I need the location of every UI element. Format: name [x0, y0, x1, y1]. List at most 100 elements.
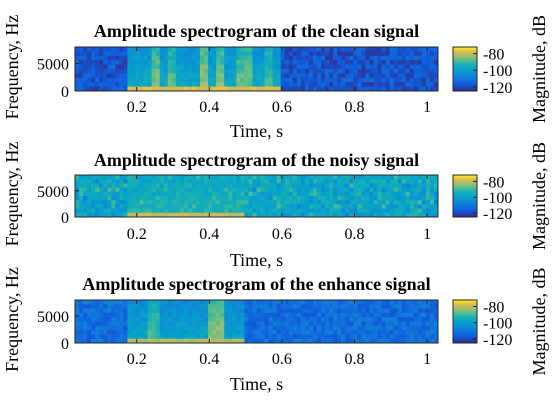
heatmap-cell	[248, 334, 253, 340]
heatmap-cell	[79, 330, 84, 335]
heatmap-cell	[296, 312, 302, 318]
heatmap-cell	[123, 330, 128, 335]
heatmap-cell	[191, 317, 197, 322]
heatmap-cell	[163, 55, 169, 61]
heatmap-cell	[228, 304, 233, 309]
heatmap-cell	[131, 196, 136, 201]
heatmap-cell	[87, 321, 92, 327]
heatmap-cell	[357, 212, 362, 218]
heatmap-cell	[397, 191, 403, 197]
heatmap-cell	[337, 191, 342, 197]
heatmap-cell	[183, 300, 189, 305]
heatmap-cell	[123, 338, 128, 344]
heatmap-cell	[252, 86, 257, 92]
heatmap-cell	[183, 86, 189, 92]
heatmap-cell	[240, 208, 245, 214]
heatmap-cell	[317, 73, 322, 79]
heatmap-cell	[187, 204, 193, 209]
heatmap-cell	[389, 82, 395, 87]
heatmap-cell	[284, 51, 290, 57]
heatmap-cell	[337, 300, 342, 305]
heatmap-cell	[288, 304, 294, 309]
heatmap-cell	[248, 187, 253, 193]
colorbar-swatch	[453, 178, 477, 180]
heatmap-cell	[385, 69, 390, 74]
heatmap-cell	[244, 183, 249, 188]
heatmap-cell	[349, 300, 354, 305]
heatmap-cell	[312, 308, 318, 314]
heatmap-cell	[317, 208, 322, 214]
heatmap-cell	[329, 60, 334, 65]
heatmap-cell	[103, 69, 108, 74]
heatmap-cell	[345, 51, 350, 57]
heatmap-cell	[389, 86, 395, 92]
heatmap-cell	[377, 47, 382, 52]
heatmap-cell	[220, 200, 225, 205]
heatmap-cell	[220, 196, 225, 201]
heatmap-cell	[292, 69, 298, 74]
heatmap-cell	[413, 187, 419, 193]
heatmap-cell	[421, 312, 427, 318]
heatmap-cell	[200, 212, 205, 218]
heatmap-cell	[365, 73, 370, 79]
heatmap-cell	[256, 47, 261, 52]
colorbar-swatch	[453, 332, 477, 334]
heatmap-cell	[409, 175, 415, 180]
heatmap-cell	[276, 82, 282, 87]
heatmap-cell	[329, 82, 334, 87]
heatmap-cell	[280, 179, 286, 184]
heatmap-cell	[317, 82, 322, 87]
heatmap-cell	[405, 51, 411, 57]
heatmap-cell	[204, 325, 209, 331]
colorbar-swatch	[453, 86, 477, 89]
heatmap-cell	[95, 191, 100, 197]
heatmap-cell	[300, 69, 306, 74]
heatmap-cell	[284, 82, 290, 87]
heatmap-cell	[401, 86, 407, 92]
heatmap-cell	[119, 334, 124, 340]
heatmap-cell	[175, 51, 181, 57]
heatmap-cell	[413, 183, 419, 188]
heatmap-cell	[349, 86, 354, 92]
heatmap-cell	[151, 47, 157, 52]
heatmap-cell	[175, 330, 181, 335]
heatmap-cell	[317, 47, 322, 52]
heatmap-cell	[119, 47, 124, 52]
heatmap-cell	[385, 51, 390, 57]
heatmap-cell	[163, 212, 169, 218]
heatmap-cell	[187, 47, 193, 52]
heatmap-cell	[175, 300, 181, 305]
heatmap-cell	[79, 175, 84, 180]
heatmap-cell	[99, 338, 104, 344]
colorbar-swatch	[453, 333, 477, 335]
heatmap-cell	[155, 64, 161, 70]
heatmap-cell	[135, 187, 140, 193]
heatmap-cell	[216, 47, 221, 52]
heatmap-cell	[224, 212, 229, 218]
heatmap-cell	[425, 208, 431, 214]
colorbar-swatch	[453, 78, 477, 81]
heatmap-cell	[393, 212, 399, 218]
heatmap-cell	[288, 51, 294, 57]
colorbar-swatch	[453, 209, 477, 212]
heatmap-cell	[107, 64, 112, 70]
heatmap-cell	[268, 334, 274, 340]
heatmap-cell	[151, 204, 157, 209]
y-tick-label: 0	[61, 336, 69, 353]
heatmap-cell	[381, 179, 386, 184]
heatmap-cell	[248, 317, 253, 322]
heatmap-cell	[171, 73, 177, 79]
heatmap-cell	[397, 317, 403, 322]
heatmap-cell	[341, 69, 346, 74]
heatmap-cell	[159, 51, 165, 57]
heatmap-cell	[296, 204, 302, 209]
heatmap-cell	[167, 330, 173, 335]
heatmap-cell	[377, 325, 382, 331]
heatmap-cell	[397, 64, 403, 70]
heatmap-cell	[429, 334, 435, 340]
heatmap-cell	[353, 191, 358, 197]
heatmap-cell	[329, 191, 334, 197]
heatmap-cell	[337, 51, 342, 57]
heatmap-cell	[317, 187, 322, 193]
heatmap-cell	[373, 317, 378, 322]
